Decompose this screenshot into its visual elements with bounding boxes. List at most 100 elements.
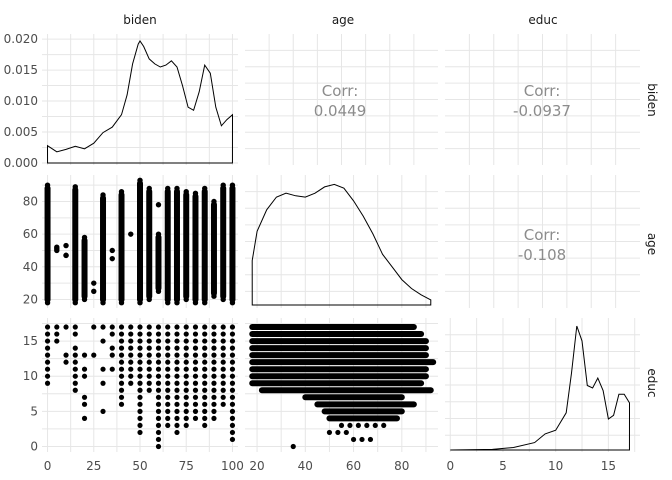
educ-biden-point-0-14 <box>45 346 50 351</box>
educ-age-band-9 <box>259 387 434 393</box>
corr-value-0: 0.0449 <box>314 102 367 120</box>
ytick-educ-3: 15 <box>23 334 38 348</box>
educ-biden-point-11-17 <box>147 324 152 329</box>
educ-biden-point-14-10 <box>174 374 179 379</box>
educ-biden-point-15-16 <box>184 331 189 336</box>
age-biden-point-top-15 <box>193 191 198 196</box>
age-biden-column-6 <box>100 195 106 303</box>
ytick-biden-3: 0.015 <box>4 63 38 77</box>
educ-biden-point-8-13 <box>119 353 124 358</box>
age-biden-point-top-9 <box>137 178 142 183</box>
xtick-biden-4: 100 <box>221 459 244 473</box>
educ-biden-point-10-9 <box>137 381 142 386</box>
educ-biden-point-19-13 <box>221 353 226 358</box>
educ-biden-point-8-8 <box>119 388 124 393</box>
corr-label-0: Corr: <box>322 82 359 100</box>
educ-age-band-11 <box>314 401 417 407</box>
educ-biden-point-17-9 <box>202 381 207 386</box>
educ-age-band-8 <box>249 380 424 386</box>
educ-biden-point-15-9 <box>184 381 189 386</box>
educ-age-point-14-69 <box>373 423 378 428</box>
age-biden-point-top-5 <box>91 280 96 285</box>
educ-biden-point-13-9 <box>165 381 170 386</box>
educ-biden-point-1-16 <box>54 331 59 336</box>
educ-biden-point-10-17 <box>137 324 142 329</box>
educ-biden-point-11-15 <box>147 338 152 343</box>
educ-age-band-5 <box>249 359 436 365</box>
educ-biden-point-17-16 <box>202 331 207 336</box>
educ-biden-point-20-9 <box>230 381 235 386</box>
ytick-biden-2: 0.010 <box>4 94 38 108</box>
educ-biden-point-13-6 <box>165 402 170 407</box>
age-biden-point-bottom-8 <box>119 300 124 305</box>
educ-biden-point-3-8 <box>73 388 78 393</box>
educ-biden-point-12-9 <box>156 381 161 386</box>
ytick-biden-1: 0.005 <box>4 125 38 139</box>
educ-biden-point-19-6 <box>221 402 226 407</box>
age-biden-column-18 <box>220 185 226 299</box>
educ-biden-point-19-15 <box>221 338 226 343</box>
educ-age-band-13 <box>326 415 400 421</box>
age-biden-point-bottom-0 <box>45 300 50 305</box>
educ-biden-point-15-10 <box>184 374 189 379</box>
educ-age-point-14-66 <box>364 423 369 428</box>
educ-biden-point-10-16 <box>137 331 142 336</box>
educ-biden-point-15-15 <box>184 338 189 343</box>
panel-biden-density <box>42 34 238 165</box>
educ-biden-point-10-14 <box>137 346 142 351</box>
educ-biden-point-16-9 <box>193 381 198 386</box>
educ-age-point-14-62 <box>356 423 361 428</box>
educ-biden-point-6-17 <box>100 324 105 329</box>
educ-biden-point-8-17 <box>119 324 124 329</box>
age-biden-extra-point-3 <box>156 202 161 207</box>
educ-biden-point-12-8 <box>156 388 161 393</box>
educ-biden-point-9-9 <box>128 381 133 386</box>
educ-biden-point-4-11 <box>82 367 87 372</box>
educ-biden-point-20-8 <box>230 388 235 393</box>
educ-biden-point-18-8 <box>211 388 216 393</box>
educ-age-point-16-64 <box>359 437 364 442</box>
xtick-biden-3: 75 <box>179 459 194 473</box>
educ-biden-point-17-5 <box>202 409 207 414</box>
educ-biden-point-16-12 <box>193 360 198 365</box>
educ-age-band-4 <box>249 352 429 358</box>
educ-biden-point-9-11 <box>128 367 133 372</box>
educ-biden-point-16-4 <box>193 416 198 421</box>
row-strip-age: age <box>645 233 659 255</box>
educ-biden-point-18-5 <box>211 409 216 414</box>
educ-biden-point-3-14 <box>73 346 78 351</box>
educ-biden-point-17-17 <box>202 324 207 329</box>
corr-label-2: Corr: <box>524 226 561 244</box>
educ-biden-point-14-7 <box>174 395 179 400</box>
age-biden-extra-point-6 <box>221 223 226 228</box>
educ-biden-point-20-3 <box>230 423 235 428</box>
educ-biden-point-16-7 <box>193 395 198 400</box>
row-strip-educ: educ <box>645 368 659 397</box>
xtick-educ-1: 5 <box>499 459 507 473</box>
educ-biden-point-14-4 <box>174 416 179 421</box>
educ-biden-point-0-9 <box>45 381 50 386</box>
educ-biden-point-20-14 <box>230 346 235 351</box>
educ-age-band-12 <box>322 408 405 414</box>
educ-biden-point-0-16 <box>45 331 50 336</box>
age-biden-point-top-3 <box>73 184 78 189</box>
age-biden-point-bottom-5 <box>91 289 96 294</box>
educ-biden-point-20-1 <box>230 437 235 442</box>
educ-biden-point-12-4 <box>156 416 161 421</box>
educ-biden-point-3-13 <box>73 353 78 358</box>
educ-biden-point-10-7 <box>137 395 142 400</box>
strip-educ: educ <box>528 13 557 27</box>
educ-biden-point-9-16 <box>128 331 133 336</box>
educ-biden-point-12-13 <box>156 353 161 358</box>
panel-corr-biden-age: Corr: 0.0449 <box>245 34 438 165</box>
age-biden-point-bottom-18 <box>221 297 226 302</box>
panel-scatter-educ-age <box>245 318 438 452</box>
educ-biden-point-12-7 <box>156 395 161 400</box>
educ-biden-point-14-14 <box>174 346 179 351</box>
panel-corr-age-educ: Corr:-0.108 <box>445 175 640 308</box>
age-biden-point-bottom-10 <box>147 297 152 302</box>
age-biden-column-10 <box>146 188 152 299</box>
xtick-age-3: 80 <box>394 459 409 473</box>
educ-biden-point-11-13 <box>147 353 152 358</box>
educ-biden-point-10-2 <box>137 430 142 435</box>
